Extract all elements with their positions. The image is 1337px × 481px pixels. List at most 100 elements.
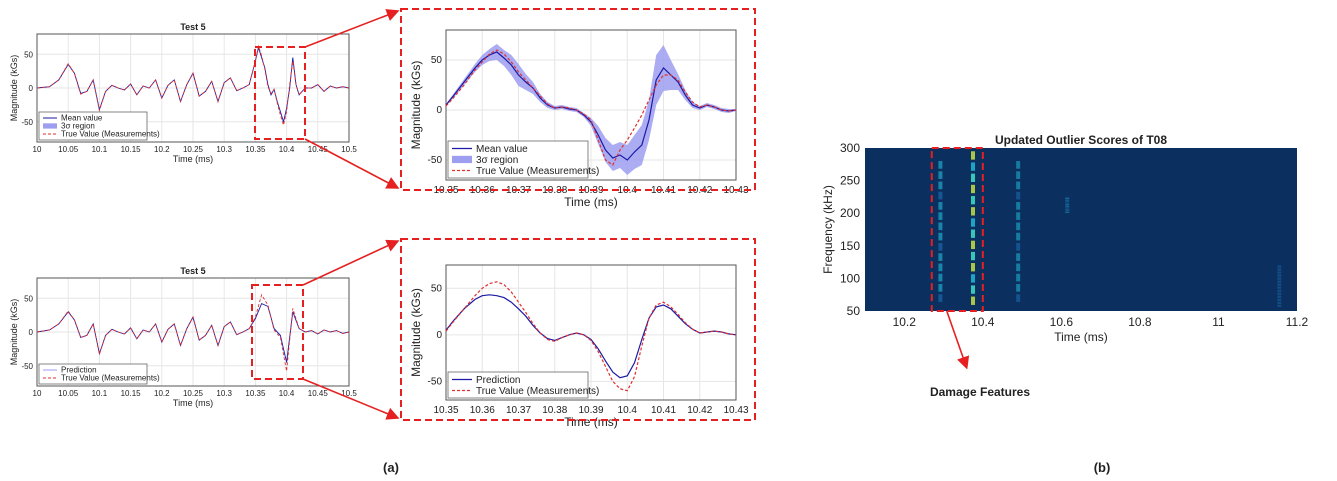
- y-tick-label: 100: [840, 271, 860, 285]
- heatmap-feature-cell: [1277, 295, 1282, 298]
- heatmap-feature-cell: [1065, 207, 1070, 209]
- heatmap-feature-cell: [971, 218, 975, 227]
- true-value-line: [445, 49, 737, 166]
- x-tick-label: 10.2: [893, 315, 917, 329]
- heatmap-feature-cell: [971, 285, 975, 294]
- y-tick-label: 150: [840, 239, 860, 253]
- x-tick-label: 10.35: [433, 405, 458, 416]
- x-tick-label: 10.15: [121, 389, 142, 398]
- heatmap-feature-cell: [971, 162, 975, 171]
- panel-label-b: (b): [1094, 460, 1111, 475]
- y-tick-label: 50: [431, 55, 443, 66]
- y-tick-label: 0: [29, 84, 34, 93]
- zoom-frame-bottom: [400, 238, 756, 421]
- x-tick-label: 10.35: [245, 389, 266, 398]
- legend-entry: True Value (Measurements): [61, 374, 160, 383]
- zoom-frame-top: [400, 8, 756, 191]
- damage-features-label: Damage Features: [930, 385, 1030, 399]
- heatmap-feature-cell: [971, 263, 975, 272]
- x-tick-label: 10.42: [687, 405, 712, 416]
- true-value-line: [36, 44, 350, 127]
- zoom-arrow-top-1: [304, 9, 400, 48]
- heatmap-feature-cell: [1065, 203, 1070, 205]
- x-tick-label: 10.41: [651, 405, 676, 416]
- heatmap-feature-cell: [1277, 280, 1282, 283]
- legend-entry: Prediction: [476, 375, 520, 386]
- x-tick-label: 10.15: [121, 145, 142, 154]
- x-axis-label: Time (ms): [173, 398, 213, 408]
- heatmap-feature-cell: [938, 263, 943, 272]
- x-tick-label: 10.8: [1128, 315, 1152, 329]
- x-tick-label: 10.25: [183, 145, 204, 154]
- heatmap-feature-cell: [1065, 208, 1070, 210]
- x-tick-label: 11: [1212, 315, 1225, 329]
- x-axis-label: Time (ms): [564, 415, 618, 429]
- heatmap-feature-cell: [971, 240, 975, 250]
- x-tick-label: 11.2: [1286, 315, 1309, 329]
- bottom-small-chart: 10 10.05 10.1 10.15 10.2 10.25 10.3 10.35 10.4 10…: [9, 266, 357, 408]
- top-zoom-chart: 10.35 10.36 10.37 10.38 10.39 10.4 10.41 10.42 1…: [409, 29, 749, 209]
- heatmap-feature-cell: [971, 251, 975, 261]
- heatmap-feature-cell: [1065, 209, 1070, 211]
- x-tick-label: 10.45: [308, 389, 329, 398]
- heatmap-feature-cell: [1016, 294, 1021, 302]
- heatmap-feature-cell: [938, 171, 943, 179]
- legend-entry: True Value (Measurements): [61, 130, 160, 139]
- true-value-line: [445, 281, 737, 392]
- heatmap-feature-cell: [1065, 196, 1070, 198]
- heatmap-feature-cell: [1277, 304, 1282, 307]
- heatmap-feature-cell: [1016, 253, 1021, 261]
- heatmap-feature-cell: [938, 212, 943, 220]
- zoom-arrow-top-2: [304, 138, 400, 189]
- heatmap-feature-cell: [1016, 283, 1021, 292]
- y-tick-label: -50: [428, 155, 443, 166]
- x-tick-label: 10: [33, 389, 42, 398]
- heatmap-feature-cell: [938, 253, 943, 261]
- heatmap-feature-cell: [1065, 200, 1070, 202]
- x-tick-label: 10.35: [245, 145, 266, 154]
- heatmap-feature-cell: [1016, 191, 1021, 200]
- damage-arrow: [946, 310, 970, 370]
- zoom-arrow-bottom-2: [302, 378, 400, 420]
- x-tick-label: 10.05: [58, 145, 79, 154]
- heatmap-feature-cell: [938, 161, 943, 169]
- heatmap-feature-cell: [1065, 199, 1070, 201]
- y-tick-label: 250: [840, 174, 860, 188]
- heatmap-feature-cell: [1277, 274, 1282, 277]
- x-tick-label: 10.4: [971, 315, 995, 329]
- x-tick-label: 10.3: [216, 145, 232, 154]
- heatmap-feature-cell: [1277, 271, 1282, 274]
- y-tick-label: 50: [847, 304, 861, 318]
- x-tick-label: 10.45: [308, 145, 329, 154]
- heatmap-feature-cell: [1065, 198, 1070, 199]
- heatmap-feature-cell: [938, 191, 943, 200]
- chart-title: Updated Outlier Scores of T08: [995, 133, 1167, 147]
- legend-box: [38, 363, 148, 385]
- heatmap-feature-cell: [1016, 181, 1021, 190]
- legend-swatch-band: [452, 155, 472, 164]
- x-tick-label: 10.39: [578, 405, 603, 416]
- heatmap-feature-cell: [1016, 263, 1021, 272]
- heatmap-feature-cell: [1277, 283, 1282, 286]
- y-tick-label: 0: [436, 105, 442, 116]
- heatmap-feature-cell: [1016, 232, 1021, 241]
- heatmap-feature-cell: [1065, 205, 1070, 206]
- heatmap-feature-cell: [938, 202, 943, 210]
- sigma-band: [446, 44, 736, 175]
- x-tick-label: 10.38: [542, 405, 567, 416]
- x-axis-label: Time (ms): [564, 195, 618, 209]
- heatmap-feature-cell: [938, 181, 943, 190]
- x-axis-label: Time (ms): [173, 154, 213, 164]
- heatmap-feature-cell: [1277, 289, 1282, 292]
- legend-box: [447, 371, 589, 399]
- x-tick-label: 10.2: [154, 145, 170, 154]
- x-tick-label: 10.2: [154, 389, 170, 398]
- x-tick-label: 10.38: [542, 185, 567, 196]
- heatmap-feature-cell: [971, 274, 975, 283]
- heatmap-feature-cell: [1016, 243, 1021, 251]
- y-axis-label: Magnitude (kGs): [409, 288, 423, 377]
- heatmap-feature-cell: [1016, 202, 1021, 210]
- y-axis-label: Magnitude (kGs): [9, 55, 19, 122]
- heatmap-feature-cell: [1065, 210, 1070, 212]
- heatmap-feature-cell: [1016, 273, 1021, 282]
